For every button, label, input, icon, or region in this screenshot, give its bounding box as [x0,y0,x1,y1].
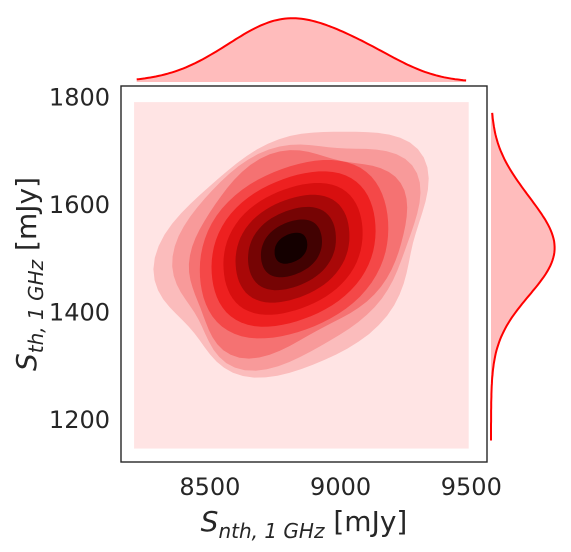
x-axis-label: Snth, 1 GHz [mJy] [201,505,408,543]
x-tick-label: 9000 [310,473,371,501]
joint-axes-frame [120,85,488,463]
kde-contours [134,102,469,449]
x-tick-label: 9500 [441,473,502,501]
top-marginal-fill [136,18,467,82]
y-axis-label-sub: th, 1 GHz [24,259,48,353]
x-axis-label-sub: nth, 1 GHz [218,519,325,543]
y-tick-label: 1600 [49,191,110,219]
right-marginal-kde [490,112,556,441]
top-marginal-line [136,17,467,82]
x-axis-label-main: S [201,505,219,538]
top-marginal-kde [136,17,467,82]
right-marginal-line [490,112,556,441]
y-tick-label: 1400 [49,299,110,327]
y-axis-label-main: S [10,353,43,371]
y-tick-label: 1200 [49,406,110,434]
x-tick-labels: 8500 9000 9500 [179,473,502,501]
y-axis-label-unit: [mJy] [10,177,43,260]
x-tick-label: 8500 [179,473,240,501]
contour-level-10 [274,232,308,264]
right-marginal-fill [491,112,555,441]
y-axis-label: Sth, 1 GHz [mJy] [10,177,48,371]
x-axis-label-unit: [mJy] [324,505,407,538]
y-tick-label: 1800 [49,84,110,112]
y-tick-labels: 1200 1400 1600 1800 [49,84,110,434]
joint-axes [120,85,488,463]
